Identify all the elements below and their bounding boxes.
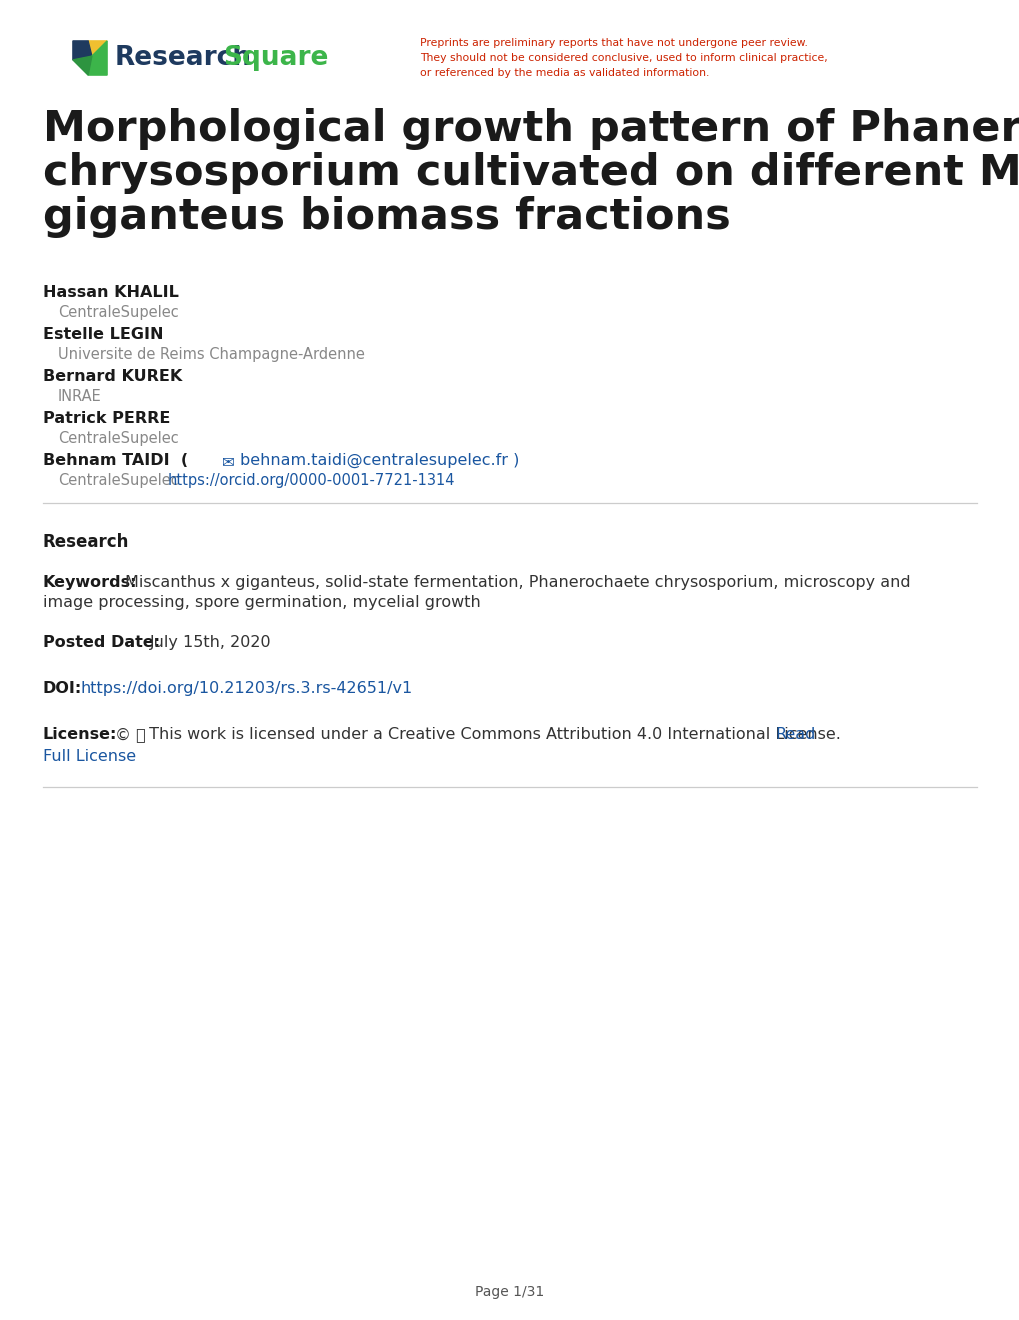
Text: This work is licensed under a Creative Commons Attribution 4.0 International Lic: This work is licensed under a Creative C… — [144, 727, 840, 742]
Text: https://doi.org/10.21203/rs.3.rs-42651/v1: https://doi.org/10.21203/rs.3.rs-42651/v… — [81, 681, 413, 696]
Polygon shape — [72, 41, 92, 59]
Text: License:: License: — [43, 727, 117, 742]
Text: © ⓘ: © ⓘ — [115, 727, 146, 742]
Polygon shape — [72, 55, 92, 75]
Text: image processing, spore germination, mycelial growth: image processing, spore germination, myc… — [43, 595, 480, 610]
Text: giganteus biomass fractions: giganteus biomass fractions — [43, 195, 730, 238]
Text: Bernard KUREK: Bernard KUREK — [43, 370, 182, 384]
Text: Page 1/31: Page 1/31 — [475, 1284, 544, 1299]
Text: Universite de Reims Champagne-Ardenne: Universite de Reims Champagne-Ardenne — [58, 347, 365, 362]
Polygon shape — [88, 41, 107, 55]
Text: Square: Square — [222, 45, 328, 71]
Text: Patrick PERRE: Patrick PERRE — [43, 411, 170, 426]
Text: CentraleSupelec: CentraleSupelec — [58, 473, 178, 488]
Text: Posted Date:: Posted Date: — [43, 635, 160, 649]
Text: Miscanthus x giganteus, solid-state fermentation, Phanerochaete chrysosporium, m: Miscanthus x giganteus, solid-state ferm… — [125, 576, 910, 590]
Text: ✉: ✉ — [222, 454, 234, 469]
Text: Preprints are preliminary reports that have not undergone peer review.
They shou: Preprints are preliminary reports that h… — [420, 38, 827, 78]
Text: Morphological growth pattern of Phanerochaete: Morphological growth pattern of Phaneroc… — [43, 108, 1019, 150]
Text: CentraleSupelec: CentraleSupelec — [58, 305, 178, 319]
Text: Estelle LEGIN: Estelle LEGIN — [43, 327, 163, 342]
Text: CentraleSupelec: CentraleSupelec — [58, 432, 178, 446]
Text: Keywords:: Keywords: — [43, 576, 138, 590]
Text: Read: Read — [774, 727, 814, 742]
Text: Research: Research — [114, 45, 252, 71]
Text: Behnam TAIDI  (: Behnam TAIDI ( — [43, 453, 187, 469]
Polygon shape — [88, 41, 107, 75]
Text: behnam.taidi@centralesupelec.fr ): behnam.taidi@centralesupelec.fr ) — [239, 453, 519, 469]
Text: Full License: Full License — [43, 748, 136, 764]
Text: DOI:: DOI: — [43, 681, 83, 696]
Text: Research: Research — [43, 533, 129, 550]
Text: chrysosporium cultivated on different Miscanthus x: chrysosporium cultivated on different Mi… — [43, 152, 1019, 194]
Text: INRAE: INRAE — [58, 389, 102, 404]
Text: Hassan KHALIL: Hassan KHALIL — [43, 285, 178, 300]
Text: July 15th, 2020: July 15th, 2020 — [150, 635, 271, 649]
Text: https://orcid.org/0000-0001-7721-1314: https://orcid.org/0000-0001-7721-1314 — [168, 473, 455, 488]
